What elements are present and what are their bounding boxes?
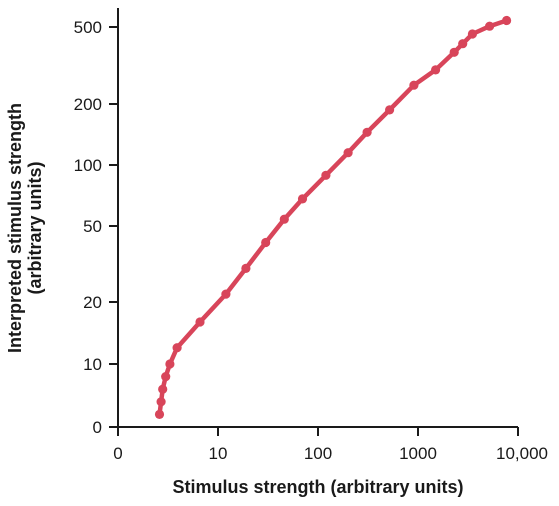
data-point xyxy=(241,263,251,273)
data-point xyxy=(195,317,205,327)
y-tick-label: 0 xyxy=(93,418,102,437)
y-axis-title-line-2: (arbitrary units) xyxy=(25,161,45,294)
x-tick-label: 10 xyxy=(209,444,228,463)
data-point xyxy=(458,39,468,49)
x-tick-label: 10,000 xyxy=(496,444,548,463)
data-point xyxy=(343,148,353,158)
data-point xyxy=(165,359,175,369)
y-ticks: 0 10 20 50 100 200 500 xyxy=(74,18,118,437)
data-point xyxy=(154,409,165,419)
plot-area xyxy=(154,15,512,419)
x-ticks: 0 10 100 1000 10,000 xyxy=(113,427,548,463)
series-line xyxy=(157,18,509,417)
y-tick-label: 50 xyxy=(83,217,102,236)
data-point xyxy=(362,127,372,137)
data-point xyxy=(409,80,419,90)
y-tick-label: 10 xyxy=(83,355,102,374)
data-point xyxy=(431,65,441,75)
data-point xyxy=(321,170,331,180)
data-point xyxy=(261,237,271,248)
axes xyxy=(117,8,518,428)
data-point xyxy=(385,105,395,115)
y-tick-label: 100 xyxy=(74,156,102,175)
data-point xyxy=(279,214,289,224)
y-axis-title-line-1: Interpreted stimulus strength xyxy=(5,103,25,353)
y-tick-label: 500 xyxy=(74,18,102,37)
x-axis-title: Stimulus strength (arbitrary units) xyxy=(172,477,463,497)
data-point xyxy=(449,47,459,57)
data-point xyxy=(502,15,512,26)
data-point xyxy=(161,372,171,382)
data-point xyxy=(485,21,495,31)
x-tick-label: 1000 xyxy=(399,444,437,463)
data-point xyxy=(172,343,182,353)
data-point xyxy=(156,397,166,407)
y-axis-title: Interpreted stimulus strength (arbitrary… xyxy=(5,103,45,353)
x-tick-label: 100 xyxy=(304,444,332,463)
data-point xyxy=(467,29,477,39)
y-tick-label: 20 xyxy=(83,293,102,312)
data-point xyxy=(221,289,231,299)
data-point xyxy=(297,194,308,204)
data-point xyxy=(158,384,168,394)
y-tick-label: 200 xyxy=(74,95,102,114)
x-tick-label: 0 xyxy=(113,444,122,463)
